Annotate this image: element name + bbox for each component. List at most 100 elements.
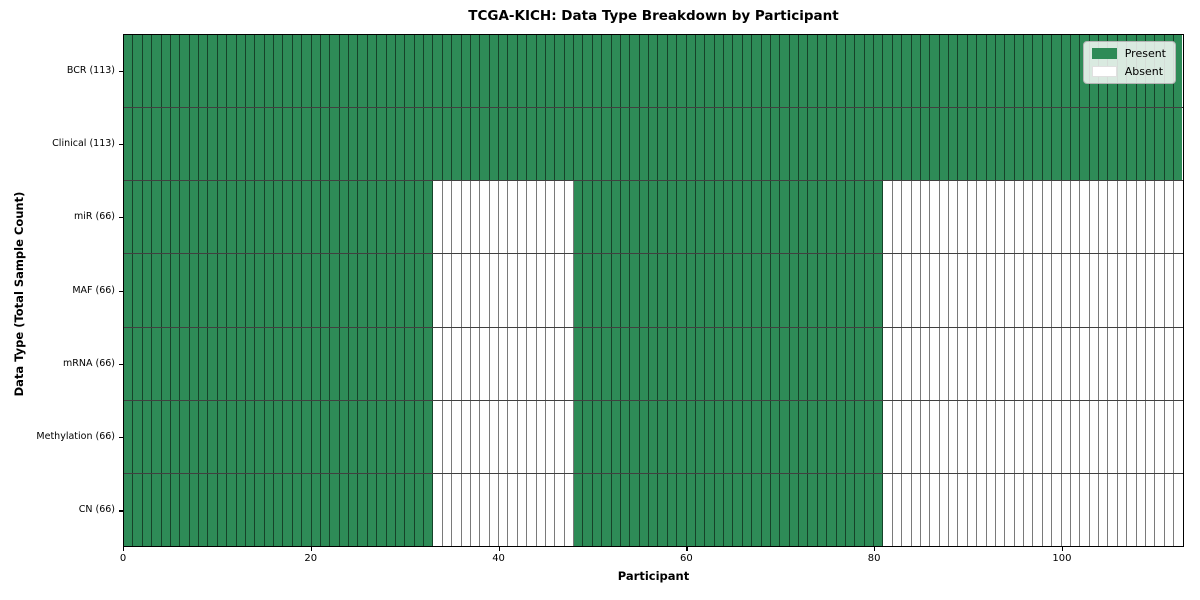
heatmap-cell-absent xyxy=(949,400,959,473)
heatmap-cell-present xyxy=(424,254,434,327)
heatmap-cell-absent xyxy=(1099,473,1109,546)
heatmap-cell-present xyxy=(667,181,678,254)
heatmap-cell-absent xyxy=(1174,400,1183,473)
heatmap-cell-present xyxy=(217,327,228,400)
heatmap-cell-present xyxy=(864,400,874,473)
y-tick-label-CN: CN (66) xyxy=(78,504,115,516)
heatmap-cell-absent xyxy=(489,473,499,546)
heatmap-cell-absent xyxy=(986,473,996,546)
heatmap-cell-present xyxy=(724,327,734,400)
heatmap-cell-present xyxy=(245,35,256,108)
heatmap-cell-present xyxy=(170,327,181,400)
heatmap-cell-present xyxy=(639,400,649,473)
heatmap-cell-present xyxy=(264,473,274,546)
heatmap-cell-present xyxy=(949,108,959,181)
heatmap-cell-present xyxy=(274,254,284,327)
heatmap-cell-absent xyxy=(1014,181,1024,254)
heatmap-cell-present xyxy=(414,254,424,327)
heatmap-cell-present xyxy=(320,35,331,108)
heatmap-cell-present xyxy=(414,400,424,473)
heatmap-cell-present xyxy=(489,35,499,108)
heatmap-cell-present xyxy=(817,181,828,254)
heatmap-cell-absent xyxy=(1145,400,1156,473)
heatmap-cell-present xyxy=(320,400,331,473)
heatmap-cell-present xyxy=(770,254,781,327)
heatmap-cell-absent xyxy=(527,254,537,327)
heatmap-cell-present xyxy=(658,35,668,108)
heatmap-cell-present xyxy=(564,35,574,108)
heatmap-cell-present xyxy=(986,108,996,181)
heatmap-cell-present xyxy=(874,473,884,546)
heatmap-cell-absent xyxy=(470,254,481,327)
heatmap-cell-absent xyxy=(1052,181,1062,254)
heatmap-cell-present xyxy=(274,473,284,546)
heatmap-cell-present xyxy=(124,181,134,254)
heatmap-cell-absent xyxy=(442,473,453,546)
heatmap-cell-present xyxy=(1117,108,1128,181)
heatmap-cell-absent xyxy=(949,327,959,400)
heatmap-cell-present xyxy=(677,181,687,254)
heatmap-cell-present xyxy=(199,108,209,181)
heatmap-cell-present xyxy=(724,400,734,473)
heatmap-grid xyxy=(124,35,1183,546)
heatmap-cell-present xyxy=(245,181,256,254)
heatmap-cell-present xyxy=(330,35,340,108)
heatmap-cell-present xyxy=(986,35,996,108)
heatmap-cell-absent xyxy=(883,473,893,546)
heatmap-cell-absent xyxy=(452,327,462,400)
heatmap-cell-present xyxy=(799,35,809,108)
heatmap-cell-absent xyxy=(470,473,481,546)
heatmap-cell-present xyxy=(836,181,846,254)
heatmap-cell-present xyxy=(855,473,865,546)
heatmap-cell-present xyxy=(845,254,856,327)
heatmap-cell-present xyxy=(367,400,378,473)
heatmap-cell-present xyxy=(789,181,799,254)
heatmap-cell-present xyxy=(592,35,603,108)
heatmap-cell-present xyxy=(658,254,668,327)
heatmap-cell-present xyxy=(1005,108,1015,181)
heatmap-cell-present xyxy=(405,327,415,400)
heatmap-cell-present xyxy=(124,473,134,546)
heatmap-cell-present xyxy=(977,108,987,181)
heatmap-cell-present xyxy=(152,35,162,108)
heatmap-cell-present xyxy=(667,108,678,181)
heatmap-cell-present xyxy=(480,108,490,181)
heatmap-cell-present xyxy=(208,327,218,400)
heatmap-cell-present xyxy=(752,400,762,473)
heatmap-cell-present xyxy=(1052,35,1062,108)
heatmap-cell-present xyxy=(724,35,734,108)
heatmap-cell-present xyxy=(339,327,349,400)
heatmap-cell-present xyxy=(714,400,724,473)
heatmap-cell-absent xyxy=(1070,181,1081,254)
heatmap-cell-present xyxy=(686,35,696,108)
heatmap-cell-present xyxy=(339,108,349,181)
heatmap-cell-present xyxy=(545,35,556,108)
x-tick-label: 100 xyxy=(1052,553,1072,564)
heatmap-cell-present xyxy=(620,181,631,254)
heatmap-cell-present xyxy=(761,327,771,400)
heatmap-cell-present xyxy=(611,35,621,108)
heatmap-cell-absent xyxy=(517,181,528,254)
heatmap-cell-present xyxy=(1005,35,1015,108)
heatmap-cell-present xyxy=(789,400,799,473)
heatmap-cell-present xyxy=(424,181,434,254)
heatmap-cell-present xyxy=(602,473,612,546)
heatmap-row-Clinical xyxy=(124,107,1183,181)
heatmap-cell-present xyxy=(742,327,753,400)
heatmap-cell-present xyxy=(161,254,171,327)
heatmap-cell-present xyxy=(742,254,753,327)
heatmap-cell-absent xyxy=(1033,181,1043,254)
y-tick-label-miR: miR (66) xyxy=(73,211,115,223)
heatmap-cell-present xyxy=(255,400,265,473)
heatmap-cell-present xyxy=(630,108,640,181)
heatmap-cell-present xyxy=(864,108,874,181)
heatmap-cell-present xyxy=(864,327,874,400)
heatmap-cell-present xyxy=(339,400,349,473)
heatmap-cell-present xyxy=(705,181,715,254)
heatmap-cell-present xyxy=(283,473,293,546)
heatmap-cell-present xyxy=(395,254,406,327)
heatmap-cell-present xyxy=(845,473,856,546)
heatmap-cell-absent xyxy=(461,254,471,327)
heatmap-cell-absent xyxy=(1164,181,1174,254)
